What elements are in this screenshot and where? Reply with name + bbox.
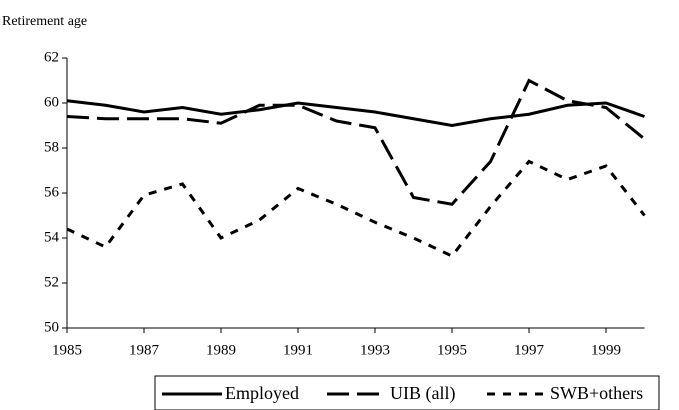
x-tick-label: 1989 [206,342,236,358]
y-tick-label: 60 [44,94,59,110]
y-tick-label: 52 [44,274,59,290]
x-tick-label: 1993 [360,342,390,358]
x-tick-label: 1999 [591,342,621,358]
line-series [66,78,646,206]
x-tick-label: 1997 [514,342,545,358]
legend-label: SWB+others [550,383,643,403]
legend-box [154,375,660,410]
x-tick-label: 1991 [283,342,313,358]
legend-label: UIB (all) [390,383,455,404]
line-series [66,99,645,128]
y-tick-label: 50 [44,319,59,335]
legend-label: Employed [225,383,299,403]
line-series [66,159,646,258]
y-tick-label: 58 [44,139,59,155]
y-tick-label: 62 [44,49,59,65]
y-tick-label: 54 [44,229,60,245]
x-tick-label: 1995 [437,342,467,358]
x-tick-label: 1985 [52,342,82,358]
y-axis-label: Retirement age [2,14,87,29]
y-tick-label: 56 [44,184,60,200]
x-tick-label: 1987 [129,342,160,358]
